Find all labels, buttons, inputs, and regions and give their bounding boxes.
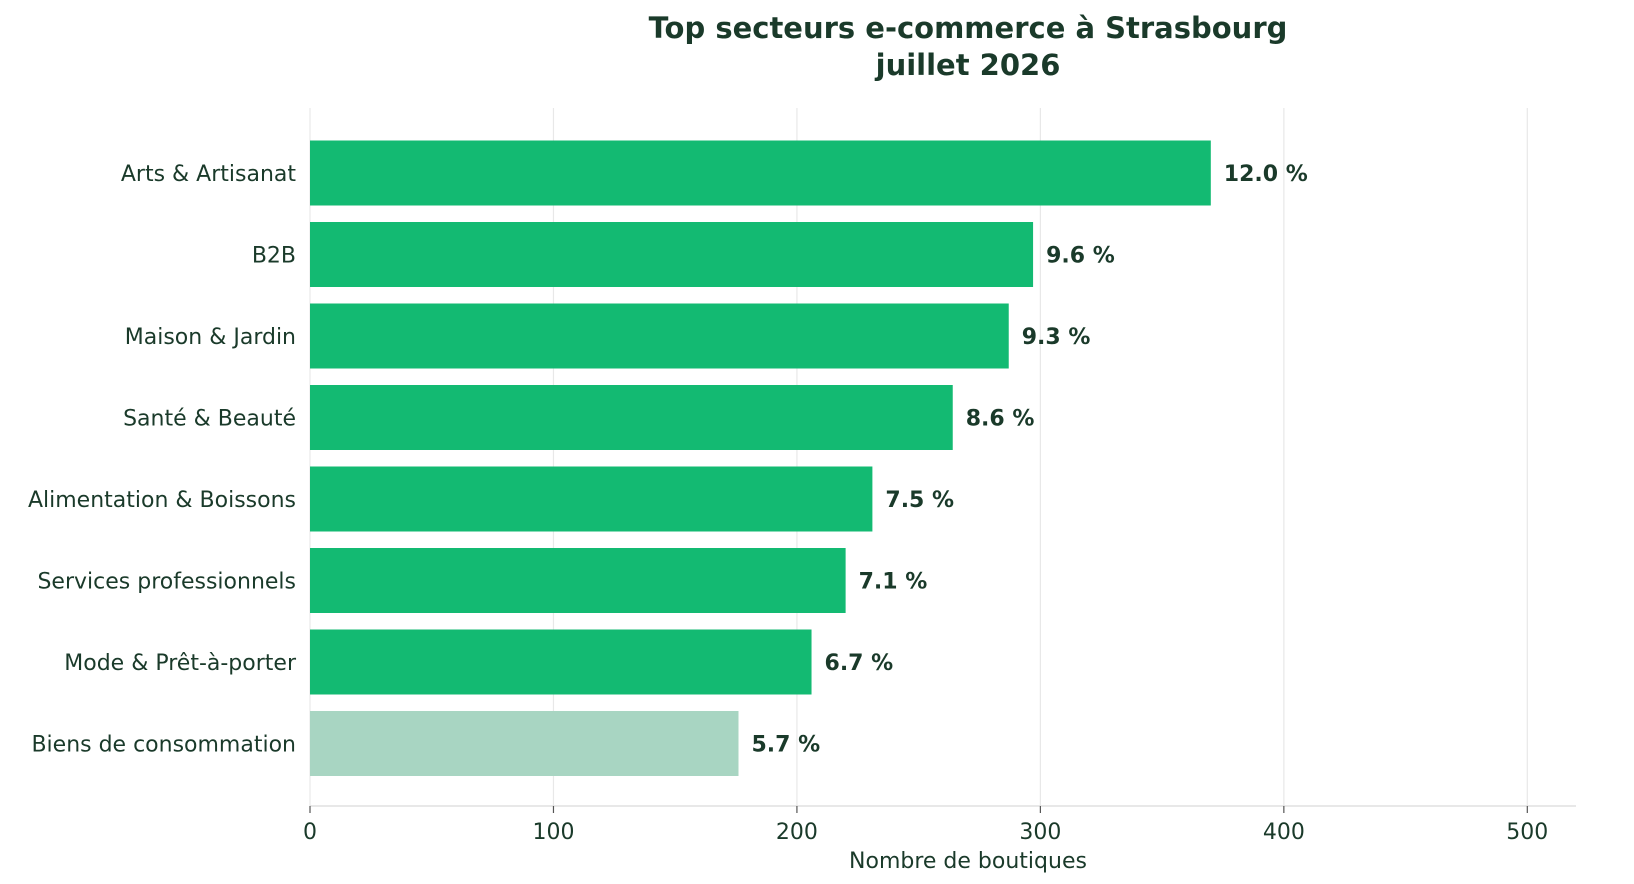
data-label-0: 12.0 %: [1224, 162, 1308, 187]
x-axis-ticks: 0 100 200 300 400 500: [303, 806, 1548, 845]
category-label-2: Maison & Jardin: [125, 325, 296, 350]
category-label-1: B2B: [252, 244, 296, 269]
x-tick-label-3: 300: [1019, 820, 1061, 845]
data-label-1: 9.6 %: [1046, 244, 1115, 269]
category-label-7: Biens de consommation: [31, 733, 296, 758]
grid-lines: [309, 108, 1528, 806]
bar-0: [310, 140, 1211, 206]
category-label-0: Arts & Artisanat: [121, 162, 297, 187]
chart-title: Top secteurs e-commerce à Strasbourg: [649, 11, 1288, 45]
x-tick-label-5: 500: [1506, 820, 1548, 845]
data-label-4: 7.5 %: [885, 488, 954, 513]
category-label-3: Santé & Beauté: [123, 407, 296, 432]
category-label-6: Mode & Prêt-à-porter: [64, 651, 297, 676]
labels: Arts & Artisanat 12.0 % B2B 9.6 % Maison & J…: [28, 162, 1308, 758]
x-tick-label-0: 0: [303, 820, 317, 845]
bars: [310, 140, 1211, 776]
bar-3: [310, 385, 953, 450]
bar-6: [310, 629, 812, 695]
bar-5: [310, 548, 846, 613]
data-label-3: 8.6 %: [966, 407, 1035, 432]
data-label-5: 7.1 %: [859, 570, 928, 595]
x-tick-label-4: 400: [1263, 820, 1305, 845]
bar-4: [310, 466, 873, 532]
data-label-7: 5.7 %: [751, 733, 820, 758]
category-label-4: Alimentation & Boissons: [28, 488, 296, 513]
data-label-6: 6.7 %: [825, 651, 894, 676]
x-tick-label-1: 100: [532, 820, 574, 845]
x-axis-label: Nombre de boutiques: [849, 849, 1087, 874]
category-label-5: Services professionnels: [37, 570, 296, 595]
data-label-2: 9.3 %: [1022, 325, 1091, 350]
x-tick-label-2: 200: [776, 820, 818, 845]
bar-7: [310, 711, 739, 776]
bar-2: [310, 303, 1009, 369]
bar-1: [310, 222, 1034, 287]
chart-subtitle: juillet 2026: [875, 48, 1061, 82]
